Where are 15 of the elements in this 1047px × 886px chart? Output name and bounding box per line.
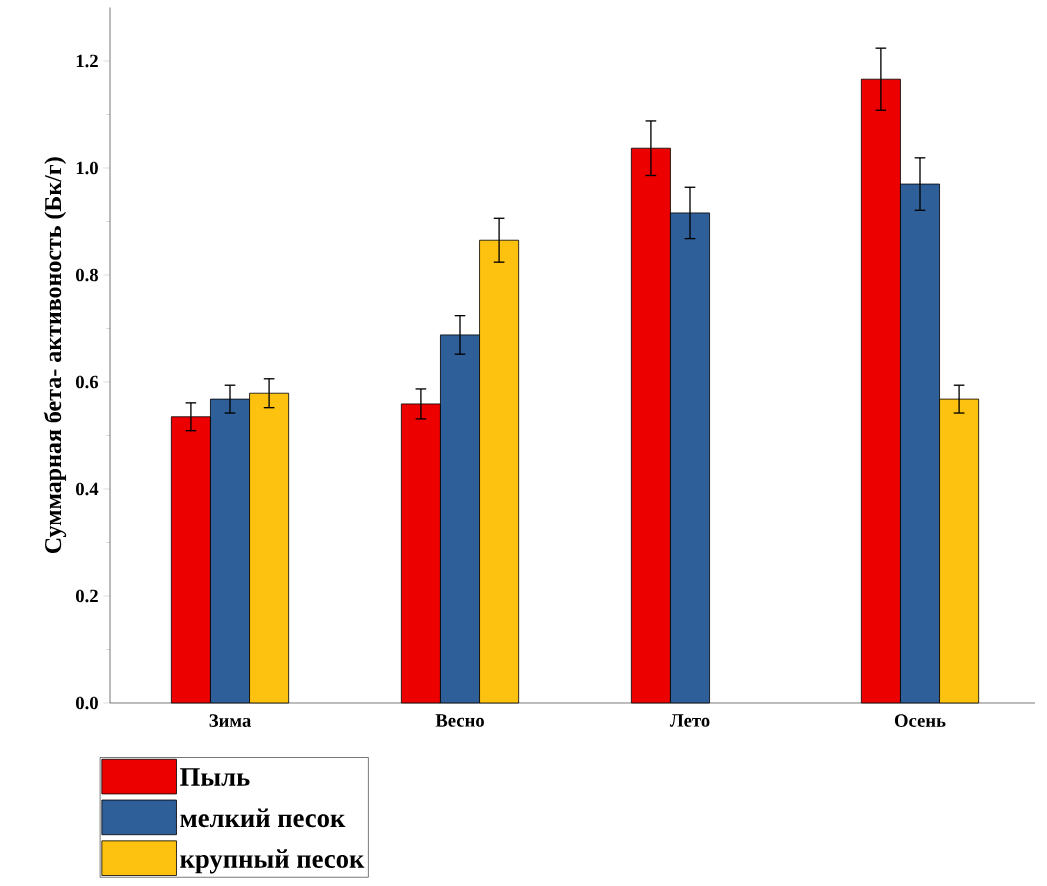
y-tick-label: 1.2 (76, 54, 98, 68)
y-tick-label: 0.4 (76, 482, 99, 496)
x-tick-label: Осень (894, 714, 946, 727)
y-tick-label: 0.2 (76, 589, 98, 603)
x-tick-label: Лето (669, 714, 710, 727)
x-tick-label: Зима (209, 714, 251, 727)
y-tick-label: 1.0 (76, 161, 98, 175)
legend-label: крупный песок (180, 849, 365, 874)
legend-label: Пыль (180, 768, 250, 786)
legend-label: мелкий песок (180, 808, 346, 828)
y-tick-label: 0.8 (76, 268, 99, 282)
y-axis-title: Суммарная бета- активоность (Бк/г) (43, 157, 67, 554)
x-tick-label: Весно (435, 714, 484, 727)
y-tick-label: 0.6 (76, 375, 99, 389)
y-tick-label: 0.0 (76, 696, 98, 710)
